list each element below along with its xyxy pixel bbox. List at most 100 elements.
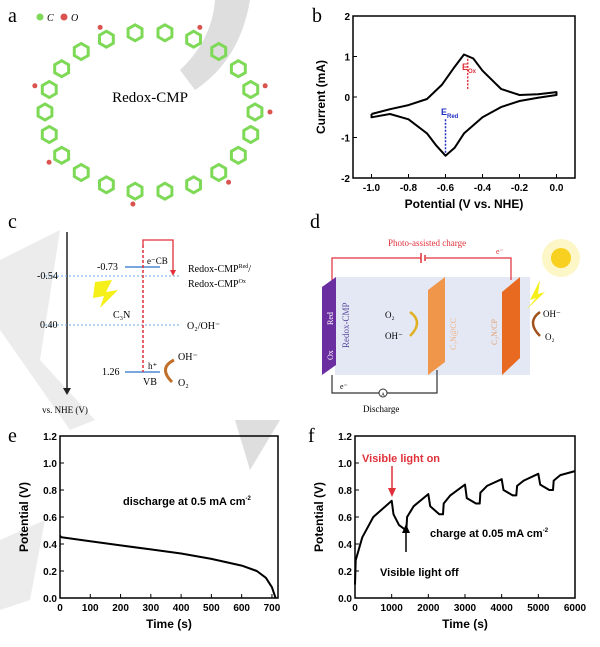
x-tick-label: 400 bbox=[173, 603, 190, 614]
y-tick-label: 0.6 bbox=[338, 513, 352, 524]
y-tick-label: 2 bbox=[344, 12, 350, 23]
photo-charge-label: Photo-assisted charge bbox=[388, 238, 466, 248]
x-tick-label: 700 bbox=[264, 603, 281, 614]
carbon-ring bbox=[36, 102, 54, 122]
curved-arrow-icon bbox=[164, 358, 175, 384]
carbon-legend-dot bbox=[36, 13, 44, 21]
y-tick-label: 1.2 bbox=[43, 432, 57, 443]
e-ox-label: EOx bbox=[462, 62, 477, 75]
oxygen-atom bbox=[226, 179, 232, 185]
panel-letter: d bbox=[310, 211, 320, 233]
axis-label: vs. NHE (V) bbox=[42, 405, 88, 415]
x-tick-label: 0.0 bbox=[550, 183, 564, 194]
vb-label: VB bbox=[143, 377, 157, 388]
carbon-ring bbox=[185, 29, 202, 49]
c3n-label: C₃N bbox=[113, 310, 130, 321]
o2-oh-label: O₂/OH⁻ bbox=[187, 321, 220, 332]
panel-letter: e bbox=[8, 425, 17, 447]
y-tick-label: 0.4 bbox=[43, 540, 57, 551]
x-tick-label: 1000 bbox=[381, 603, 404, 614]
oh-left: OH⁻ bbox=[385, 331, 403, 341]
carbon-ring bbox=[40, 124, 58, 145]
molecule-structure bbox=[32, 23, 273, 207]
oxygen-atom bbox=[267, 109, 273, 115]
x-tick-label: 600 bbox=[233, 603, 250, 614]
plot-frame bbox=[59, 435, 279, 599]
oh-label: OH⁻ bbox=[178, 352, 198, 363]
oxygen-legend-dot bbox=[60, 13, 68, 21]
carbon-ring bbox=[156, 181, 174, 201]
carbon-ring bbox=[210, 162, 228, 183]
y-tick-label: 0.0 bbox=[338, 594, 352, 605]
y-tick-label: -2 bbox=[341, 174, 350, 185]
ammeter-icon bbox=[378, 388, 388, 398]
panel-a: a C O Redox-CMP bbox=[8, 5, 273, 207]
oh-right: OH⁻ bbox=[543, 309, 561, 319]
x-tick-label: 100 bbox=[82, 603, 99, 614]
y-axis-label: Potential (V) bbox=[17, 482, 31, 552]
x-tick-label: -0.4 bbox=[474, 183, 492, 194]
red-label: Red bbox=[326, 312, 335, 325]
o2-label: O₂ bbox=[178, 378, 189, 389]
charge-circuit bbox=[331, 257, 512, 285]
y-tick-label: 0.8 bbox=[43, 486, 57, 497]
arrow-head-icon bbox=[170, 270, 176, 276]
redox-ox-label: Redox-CMPOx bbox=[188, 279, 246, 290]
carbon-ring bbox=[246, 102, 264, 122]
y-tick-label: 1.0 bbox=[338, 459, 352, 470]
legend-c: C bbox=[47, 13, 54, 24]
redox-red-label: Redox-CMPRed/ bbox=[188, 264, 251, 275]
o2-left: O₂ bbox=[385, 310, 395, 320]
y-tick-label: 0.0 bbox=[43, 594, 57, 605]
x-tick-label: -1.0 bbox=[363, 183, 381, 194]
curved-arrow-icon bbox=[531, 310, 541, 337]
light-on-label: Visible light on bbox=[362, 453, 440, 465]
carbon-ring bbox=[40, 79, 58, 100]
x-tick-label: 0 bbox=[57, 603, 63, 614]
panel-letter: b bbox=[312, 5, 322, 27]
h-label: h⁺ bbox=[148, 361, 158, 371]
x-tick-label: 0 bbox=[352, 603, 358, 614]
panel-letter: a bbox=[8, 5, 17, 27]
level-054: -0.54 bbox=[37, 271, 58, 282]
oxygen-atom bbox=[262, 83, 268, 89]
x-axis-label: Time (s) bbox=[146, 617, 192, 631]
light-off-label: Visible light off bbox=[380, 567, 459, 579]
oxygen-atom bbox=[32, 83, 38, 89]
arrow-up-icon bbox=[402, 524, 410, 533]
panel-d: d Photo-assisted charge e⁻ Ox Red Redox-… bbox=[310, 211, 580, 414]
redox-cmp-label: Redox-CMP bbox=[112, 90, 188, 106]
panel-letter: f bbox=[308, 425, 315, 447]
oxygen-atom bbox=[97, 24, 103, 30]
y-tick-label: 0.4 bbox=[338, 540, 352, 551]
x-tick-label: 3000 bbox=[454, 603, 477, 614]
arrow-down-icon bbox=[388, 488, 396, 497]
carbon-ring bbox=[242, 79, 260, 100]
y-axis-label: Current (mA) bbox=[314, 60, 328, 134]
y-tick-label: 1.0 bbox=[43, 459, 57, 470]
x-tick-label: 4000 bbox=[491, 603, 514, 614]
c3n-cp-label: C₃N/CP bbox=[490, 319, 499, 345]
panel-e: e 0 100 200 300 400 500 600 700 0.0 0.2 0.4 0.6 0.8 1… bbox=[8, 425, 281, 631]
lightning-icon bbox=[93, 280, 118, 308]
carbon-ring bbox=[242, 124, 260, 145]
redox-cmp-label: Redox-CMP bbox=[341, 302, 351, 348]
x-tick-label: 6000 bbox=[564, 603, 587, 614]
carbon-ring bbox=[98, 175, 115, 195]
level-040: 0.40 bbox=[40, 320, 58, 331]
x-tick-label: -0.6 bbox=[437, 183, 455, 194]
carbon-ring bbox=[185, 175, 202, 195]
curved-arrow-icon bbox=[409, 310, 419, 337]
o2-right: O₂ bbox=[545, 332, 555, 342]
data-line bbox=[59, 535, 277, 599]
carbon-ring bbox=[229, 145, 247, 166]
y-tick-label: 0.2 bbox=[338, 567, 352, 578]
y-axis-label: Potential (V) bbox=[312, 482, 326, 552]
carbon-ring bbox=[156, 23, 174, 43]
panel-f: f 0 1000 2000 3000 4000 5000 6000 0.0 0.2 0.4 0.6 0… bbox=[308, 425, 587, 631]
ammeter-label: A bbox=[381, 393, 385, 398]
y-tick-label: 0.6 bbox=[43, 513, 57, 524]
level-126: 1.26 bbox=[102, 367, 120, 378]
x-axis-label: Potential (V vs. NHE) bbox=[405, 197, 524, 211]
ox-label: Ox bbox=[326, 350, 335, 360]
